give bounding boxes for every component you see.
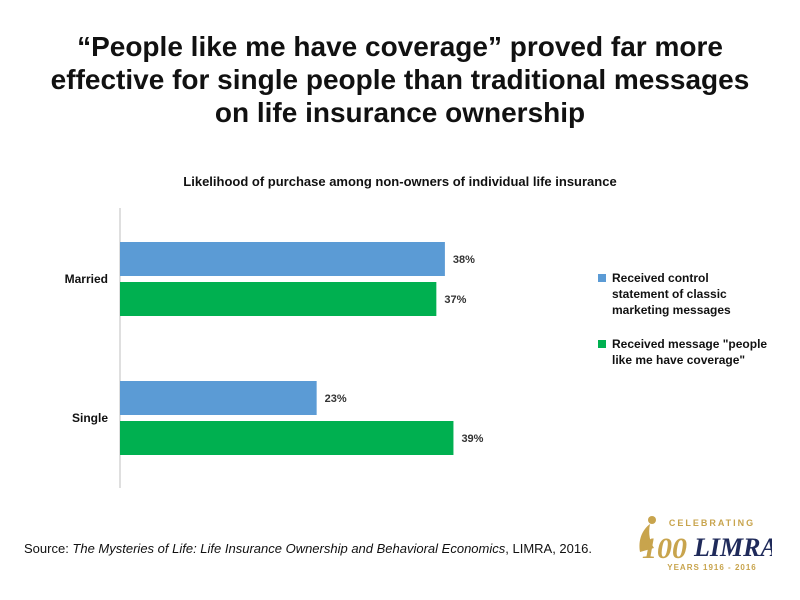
legend-label-control: Received control statement of classic ma… xyxy=(612,271,731,317)
logo-years: YEARS 1916 - 2016 xyxy=(667,563,757,572)
logo-number: 100 xyxy=(642,532,687,565)
slide-title: “People like me have coverage” proved fa… xyxy=(50,31,750,128)
bar-single-series-1 xyxy=(120,381,317,415)
logo-brand: LIMRA xyxy=(693,533,772,562)
limra-100-logo: CELEBRATING 100 LIMRA YEARS 1916 - 2016 xyxy=(639,516,772,572)
logo-celebrating: CELEBRATING xyxy=(669,518,755,528)
legend-swatch-control xyxy=(598,274,606,282)
source-prefix: Source: xyxy=(24,541,73,556)
legend-label-people-like-me: Received message "people like me have co… xyxy=(612,337,768,367)
category-label-single: Single xyxy=(72,411,108,425)
legend-item-control: Received control statement of classic ma… xyxy=(598,270,768,318)
legend-swatch-people-like-me xyxy=(598,340,606,348)
data-label-single-series-1: 23% xyxy=(325,393,347,405)
source-note: Source: The Mysteries of Life: Life Insu… xyxy=(24,540,604,557)
data-label-single-series-2: 39% xyxy=(461,433,483,445)
logo-flame-icon xyxy=(639,524,654,552)
bar-married-series-2 xyxy=(120,282,437,316)
logo-head-icon xyxy=(648,516,656,524)
source-suffix: , LIMRA, 2016. xyxy=(505,541,592,556)
chart-legend: Received control statement of classic ma… xyxy=(598,270,768,386)
legend-item-people-like-me: Received message "people like me have co… xyxy=(598,336,768,368)
source-title: The Mysteries of Life: Life Insurance Ow… xyxy=(72,541,506,556)
bar-married-series-1 xyxy=(120,242,445,276)
category-label-married: Married xyxy=(65,272,108,286)
bar-single-series-2 xyxy=(120,421,454,455)
chart-title: Likelihood of purchase among non-owners … xyxy=(183,174,617,189)
data-label-married-series-1: 38% xyxy=(453,254,475,266)
data-label-married-series-2: 37% xyxy=(444,294,466,306)
